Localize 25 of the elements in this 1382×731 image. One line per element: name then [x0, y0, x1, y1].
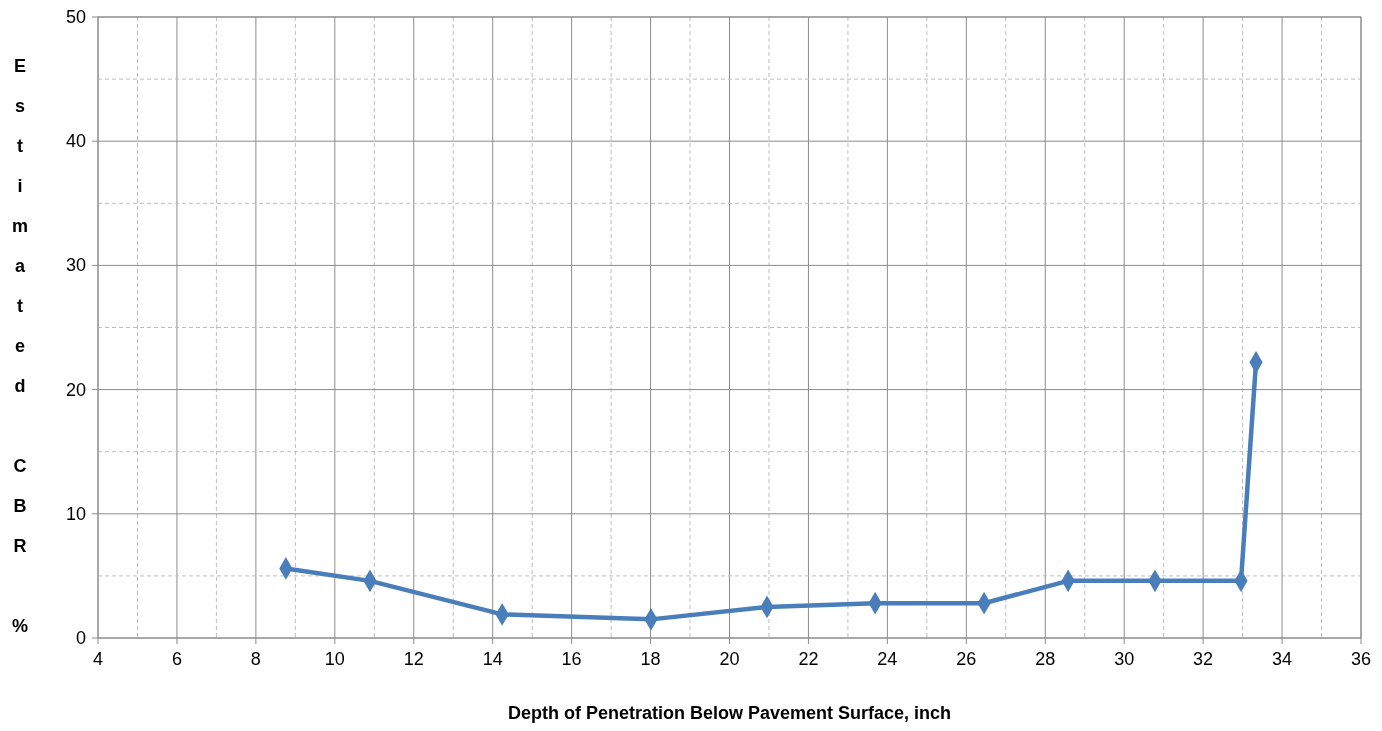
x-tick-label: 18	[640, 649, 661, 669]
y-tick-label: 0	[75, 628, 86, 648]
x-tick-label: 32	[1193, 649, 1214, 669]
y-tick-label: 10	[65, 503, 86, 524]
x-tick-label: 12	[403, 649, 424, 669]
y-tick-label: 30	[65, 255, 86, 276]
x-tick-label: 4	[92, 649, 104, 669]
x-tick-label: 24	[877, 649, 898, 669]
x-tick-label: 34	[1272, 649, 1293, 669]
x-axis-title: Depth of Penetration Below Pavement Surface, inch	[507, 703, 952, 723]
x-tick-label: 6	[171, 649, 182, 669]
x-tick-label: 16	[561, 649, 582, 669]
x-tick-label: 28	[1035, 649, 1056, 669]
x-tick-label: 10	[324, 649, 345, 669]
y-tick-label: 50	[65, 7, 86, 27]
x-tick-label: 20	[719, 649, 740, 669]
x-tick-label: 8	[250, 649, 261, 669]
x-tick-label: 30	[1114, 649, 1135, 669]
x-tick-label: 14	[482, 649, 503, 669]
x-tick-label: 26	[956, 649, 977, 669]
y-tick-label: 40	[65, 131, 86, 152]
y-tick-label: 20	[65, 379, 86, 400]
x-tick-label: 36	[1350, 649, 1372, 669]
x-tick-label: 22	[798, 649, 819, 669]
y-axis-title: Estimated CBR %	[10, 56, 30, 656]
